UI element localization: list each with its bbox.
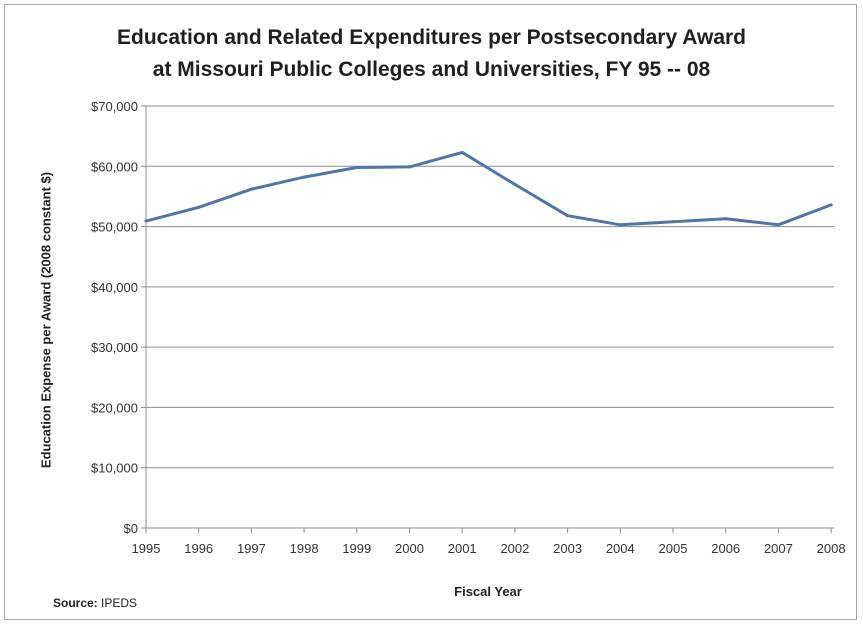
data-point — [776, 223, 780, 227]
data-point — [197, 205, 201, 209]
x-tick-label: 2005 — [659, 541, 688, 556]
x-tick-label: 1995 — [132, 541, 161, 556]
y-tick-label: $10,000 — [91, 461, 138, 476]
axes — [145, 106, 834, 529]
x-axis-label: Fiscal Year — [454, 584, 522, 599]
data-point — [460, 150, 464, 154]
data-point — [671, 220, 675, 224]
y-tick-label: $20,000 — [91, 400, 138, 415]
chart-title-line-2: at Missouri Public Colleges and Universi… — [152, 58, 711, 81]
data-point — [566, 214, 570, 218]
x-tick-label: 2006 — [711, 541, 740, 556]
data-point — [408, 165, 411, 169]
series-group — [144, 150, 833, 227]
gridlines — [146, 105, 834, 469]
x-tick-label: 2008 — [817, 541, 846, 556]
series-line — [144, 150, 833, 227]
y-tick-label: $30,000 — [91, 340, 138, 355]
chart-title: Education and Related Expenditures per P… — [0, 22, 863, 86]
source-note: Source: IPEDS — [53, 596, 137, 610]
data-point — [513, 182, 517, 186]
chart-title-line-1: Education and Related Expenditures per P… — [117, 26, 746, 49]
x-tick-label: 2003 — [553, 541, 582, 556]
x-tick-labels: 1995 1996 1997 1998 1999 2000 2001 2002 2003 2004… — [132, 528, 846, 556]
x-tick-label: 2007 — [764, 541, 793, 556]
source-label: Source: — [53, 596, 98, 610]
y-tick-label: $50,000 — [91, 220, 138, 235]
x-tick-label: 1997 — [237, 541, 266, 556]
y-tick-label: $0 — [124, 521, 138, 536]
y-tick-label: $60,000 — [91, 159, 138, 174]
data-point — [249, 187, 253, 191]
data-point — [829, 203, 833, 207]
y-tick-label: $70,000 — [91, 99, 138, 114]
y-tick-label: $40,000 — [91, 280, 138, 295]
source-value: IPEDS — [97, 596, 138, 610]
x-tick-label: 1998 — [290, 541, 319, 556]
data-point — [144, 219, 148, 223]
data-point — [355, 165, 359, 169]
data-point — [618, 223, 622, 227]
data-point — [724, 217, 728, 221]
x-tick-label: 2001 — [448, 541, 477, 556]
x-tick-label: 2000 — [395, 541, 424, 556]
x-tick-label: 1999 — [342, 541, 371, 556]
y-tick-labels: $0 $10,000 $20,000 $30,000 $40,000 $50,000 $60… — [91, 99, 146, 536]
x-tick-label: 2002 — [500, 541, 529, 556]
data-point — [302, 175, 306, 179]
x-tick-label: 1996 — [184, 541, 213, 556]
x-tick-label: 2004 — [606, 541, 635, 556]
